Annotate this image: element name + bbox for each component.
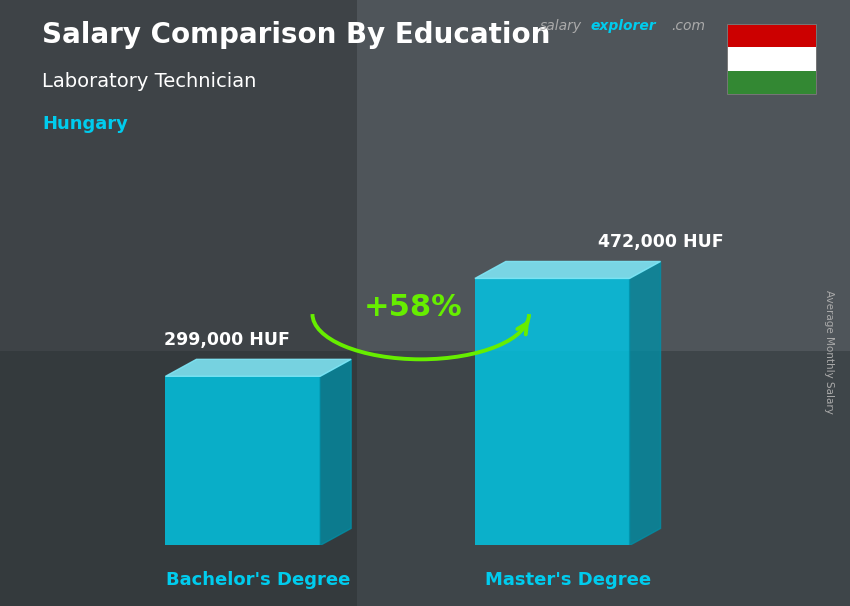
- Polygon shape: [320, 359, 351, 545]
- FancyBboxPatch shape: [166, 376, 320, 545]
- Text: salary: salary: [540, 19, 582, 33]
- Polygon shape: [166, 359, 351, 376]
- Text: Average Monthly Salary: Average Monthly Salary: [824, 290, 834, 413]
- Text: Laboratory Technician: Laboratory Technician: [42, 72, 257, 90]
- Text: 472,000 HUF: 472,000 HUF: [598, 233, 723, 251]
- Text: Hungary: Hungary: [42, 115, 128, 133]
- FancyBboxPatch shape: [0, 0, 357, 606]
- FancyBboxPatch shape: [0, 0, 850, 351]
- Text: explorer: explorer: [591, 19, 656, 33]
- FancyBboxPatch shape: [475, 278, 630, 545]
- Text: .com: .com: [672, 19, 705, 33]
- Text: +58%: +58%: [364, 293, 462, 322]
- Text: Master's Degree: Master's Degree: [484, 571, 651, 589]
- Text: Salary Comparison By Education: Salary Comparison By Education: [42, 21, 551, 49]
- Polygon shape: [630, 261, 660, 545]
- Polygon shape: [475, 261, 660, 278]
- FancyBboxPatch shape: [0, 351, 850, 606]
- Text: Bachelor's Degree: Bachelor's Degree: [166, 571, 350, 589]
- Text: 299,000 HUF: 299,000 HUF: [164, 331, 291, 349]
